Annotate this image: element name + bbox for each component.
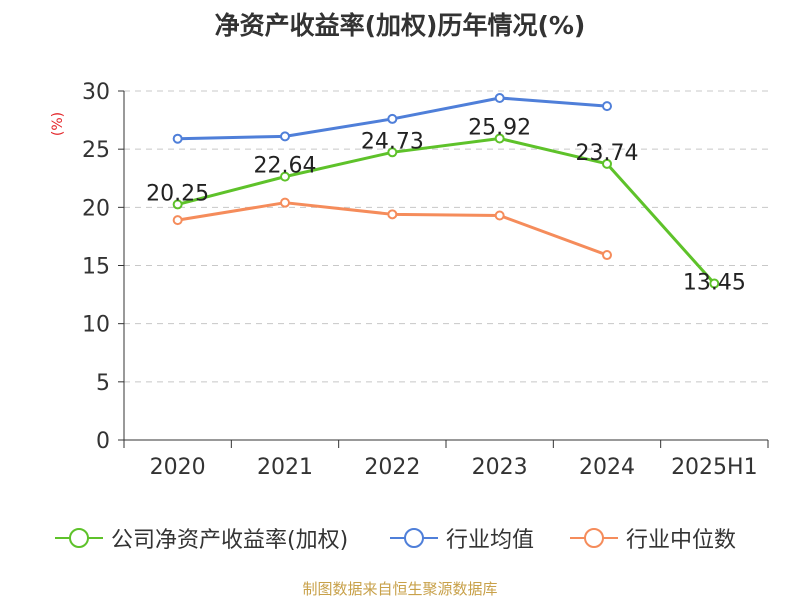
data-label: 24.73 [361, 129, 424, 154]
data-source-note: 制图数据来自恒生聚源数据库 [302, 580, 498, 598]
legend-item-company-roe[interactable]: 公司净资产收益率(加权) [55, 518, 348, 558]
line-chart: 0 5 10 15 20 25 30 2020 2021 2022 2023 2024 2025H1 20… [82, 80, 769, 480]
data-point-series-2 [387, 209, 398, 220]
series-line-0 [177, 136, 716, 285]
x-tick-label: 2024 [579, 455, 635, 480]
y-tick-label: 25 [82, 138, 110, 163]
chart-title: 净资产收益率(加权)历年情况(%) [214, 11, 586, 40]
data-point-series-2 [280, 197, 290, 208]
data-point-series-1 [387, 113, 398, 124]
data-point-series-1 [494, 92, 505, 103]
data-point-series-2 [172, 215, 183, 226]
data-point-series-1 [602, 101, 612, 112]
data-point-series-0 [709, 278, 720, 289]
data-label: 13.45 [683, 271, 746, 296]
data-point-series-0 [494, 133, 505, 144]
y-tick-label: 10 [82, 313, 110, 338]
legend-label-industry-median: 行业中位数 [626, 528, 737, 553]
data-point-series-2 [494, 210, 505, 221]
data-point-series-1 [172, 133, 183, 144]
legend-item-industry-mean[interactable]: 行业均值 [390, 518, 534, 558]
data-label: 22.64 [254, 154, 317, 179]
x-tick-label: 2023 [472, 455, 528, 480]
x-tick-label: 2025H1 [671, 455, 758, 480]
data-label: 20.25 [146, 181, 209, 206]
x-tick-label: 2022 [364, 455, 420, 480]
y-tick-label: 0 [96, 429, 110, 454]
legend: 公司净资产收益率(加权) 行业均值 行业中位数 [0, 518, 800, 558]
legend-label-industry-mean: 行业均值 [446, 528, 535, 553]
legend-item-industry-median[interactable]: 行业中位数 [570, 518, 736, 558]
data-label: 23.74 [576, 141, 639, 166]
y-tick-label: 30 [82, 80, 110, 105]
x-tick-label: 2021 [257, 455, 313, 480]
y-tick-label: 20 [82, 196, 110, 221]
data-point-series-0 [172, 199, 183, 210]
data-point-series-0 [602, 158, 612, 169]
legend-marker-company-roe [55, 528, 103, 548]
legend-marker-industry-mean [390, 528, 438, 548]
data-point-series-0 [387, 147, 398, 158]
y-tick-label: 5 [96, 371, 110, 396]
legend-label-company-roe: 公司净资产收益率(加权) [111, 528, 349, 553]
x-tick-label: 2020 [150, 455, 206, 480]
y-tick-label: 15 [82, 255, 110, 280]
data-point-series-2 [602, 250, 612, 261]
legend-marker-industry-median [570, 528, 618, 548]
data-point-series-1 [280, 131, 290, 142]
data-point-series-0 [280, 171, 290, 182]
data-label: 25.92 [468, 115, 531, 140]
